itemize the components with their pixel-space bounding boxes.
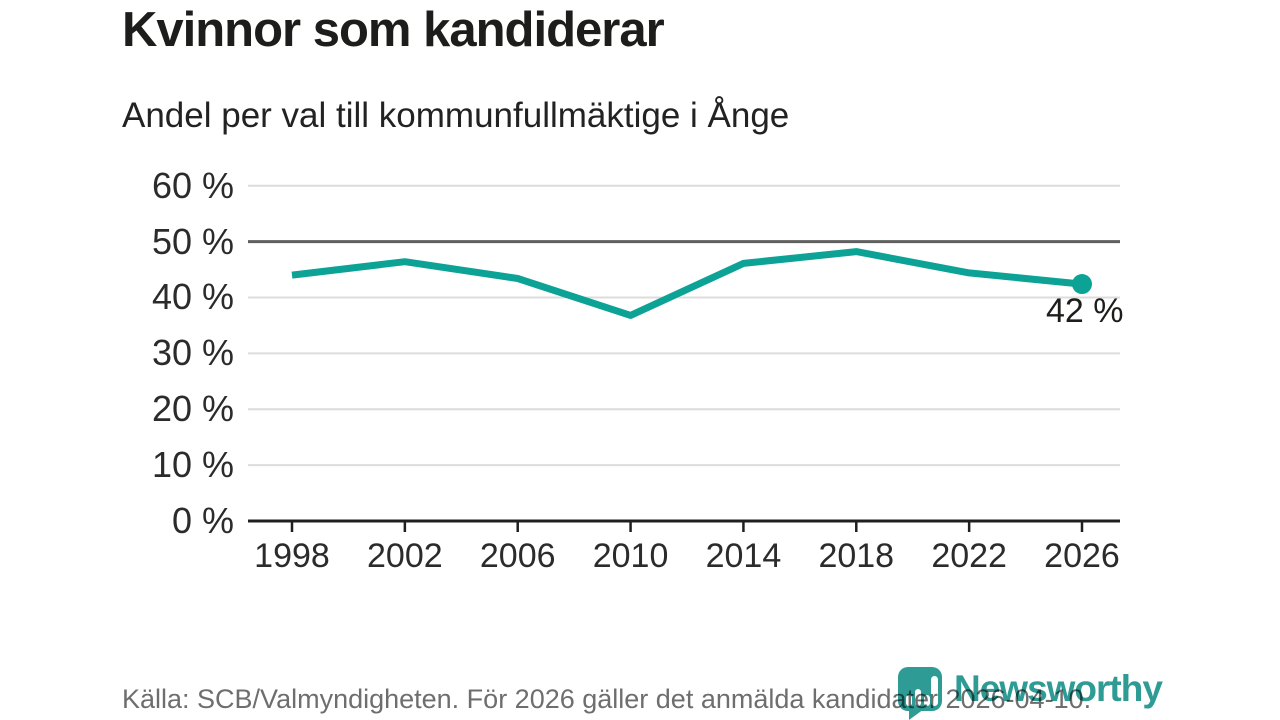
newsworthy-logo-icon: [898, 667, 942, 720]
end-point-dot: [1071, 274, 1092, 295]
data-series-line: [291, 248, 1083, 319]
newsworthy-logo: Newsworthy: [895, 663, 1175, 720]
chart-title: Kvinnor som kandiderar: [122, 3, 665, 57]
newsworthy-logo-text: Newsworthy: [954, 668, 1163, 709]
chart-subtitle: Andel per val till kommunfullmäktige i Å…: [122, 96, 790, 135]
